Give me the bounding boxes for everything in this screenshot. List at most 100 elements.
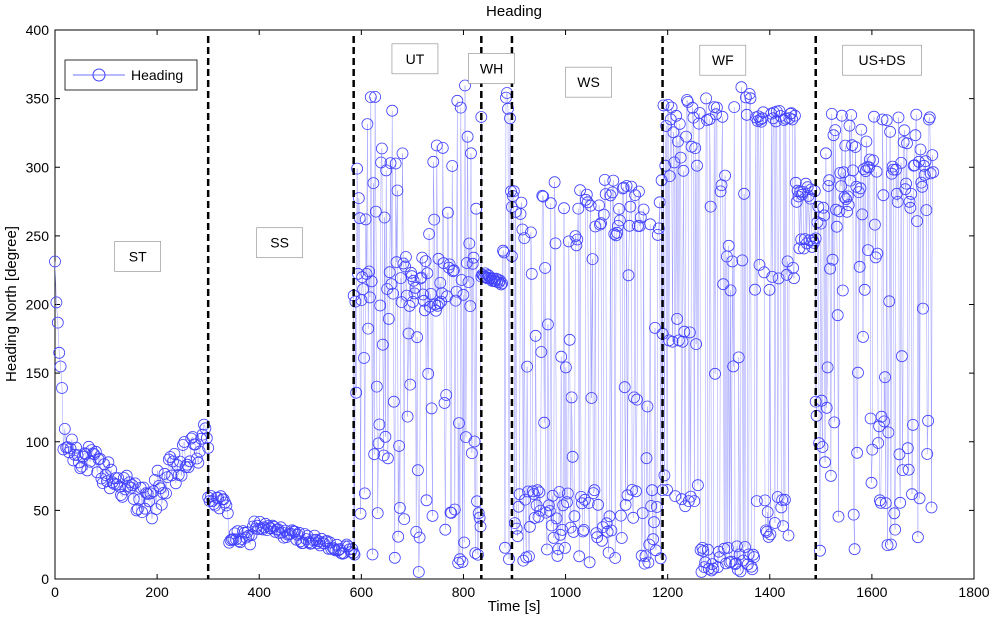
data-point	[385, 278, 398, 291]
data-point	[357, 283, 370, 296]
data-point	[557, 499, 569, 512]
data-point	[749, 283, 761, 296]
data-point	[692, 479, 704, 492]
data-point	[787, 261, 799, 274]
data-point	[918, 168, 931, 181]
data-point	[581, 196, 594, 209]
data-point	[514, 208, 527, 220]
data-point	[744, 92, 757, 105]
data-point	[168, 447, 181, 460]
data-point	[569, 230, 582, 243]
data-point	[181, 458, 194, 471]
data-point	[612, 219, 624, 232]
data-point	[393, 440, 406, 452]
data-point	[537, 190, 550, 203]
data-point	[369, 205, 382, 218]
data-point	[183, 455, 196, 468]
data-point	[854, 182, 867, 195]
data-point	[832, 510, 845, 523]
data-point	[155, 498, 168, 511]
data-point	[551, 550, 564, 562]
data-point	[858, 163, 870, 176]
data-point	[837, 166, 850, 179]
data-point	[417, 294, 430, 307]
data-point	[574, 184, 586, 197]
data-point	[508, 517, 521, 529]
data-point	[120, 469, 133, 482]
data-point	[911, 215, 923, 228]
data-point	[245, 529, 258, 542]
data-point	[902, 463, 915, 476]
data-point	[858, 283, 871, 296]
data-point	[651, 501, 663, 513]
data-point	[426, 510, 439, 522]
y-tick-label: 150	[26, 365, 50, 381]
data-point	[393, 501, 406, 514]
data-point	[905, 187, 918, 200]
data-point	[561, 496, 573, 509]
data-point	[619, 498, 632, 511]
data-point	[552, 543, 565, 555]
data-point	[589, 220, 602, 233]
data-point	[446, 160, 459, 172]
data-point	[563, 333, 576, 346]
data-point	[230, 533, 243, 546]
data-point	[710, 108, 722, 121]
data-point	[677, 164, 690, 177]
data-point	[202, 441, 215, 454]
data-point	[127, 493, 140, 505]
data-point	[702, 562, 715, 575]
data-point	[439, 523, 452, 536]
data-point	[376, 338, 389, 351]
data-point	[455, 274, 468, 286]
data-point	[629, 189, 641, 202]
data-point	[879, 371, 891, 384]
x-tick-label: 1200	[652, 584, 683, 600]
y-tick-label: 350	[26, 91, 50, 107]
data-point	[819, 456, 831, 469]
data-point	[450, 285, 463, 298]
data-point	[373, 418, 386, 431]
data-point	[828, 416, 841, 429]
data-point	[917, 302, 929, 315]
data-point	[910, 108, 923, 121]
y-tick-label: 0	[41, 571, 49, 587]
data-point	[599, 188, 612, 201]
data-point	[547, 532, 560, 544]
data-point	[428, 213, 441, 226]
data-point	[633, 185, 645, 198]
data-point	[783, 112, 796, 125]
data-point	[877, 189, 890, 202]
data-point	[495, 278, 508, 291]
data-point	[813, 437, 825, 450]
data-point	[369, 91, 382, 103]
data-point	[622, 269, 635, 282]
data-point	[693, 107, 706, 119]
data-point	[151, 464, 164, 477]
data-point	[727, 360, 740, 373]
data-point	[464, 300, 477, 313]
data-point	[549, 237, 562, 250]
y-tick-label: 250	[26, 228, 50, 244]
phase-label-box	[256, 227, 303, 259]
data-point	[564, 521, 577, 534]
data-point	[785, 107, 798, 119]
data-point	[923, 113, 935, 126]
axis-ticks: 0 200 400 600 800 1000 1200 1400 1600 1800 0 50 100 1…	[26, 22, 990, 600]
data-point	[507, 185, 520, 198]
data-point	[777, 520, 789, 532]
data-point	[853, 260, 866, 273]
data-point	[597, 521, 609, 533]
data-point	[921, 448, 934, 460]
data-point	[499, 541, 511, 554]
data-point	[561, 487, 574, 500]
series-line	[54, 85, 934, 573]
data-point	[575, 490, 587, 503]
data-point	[904, 201, 917, 214]
data-point	[714, 185, 727, 198]
data-point	[753, 258, 766, 271]
data-point	[706, 558, 719, 570]
data-point	[620, 180, 633, 192]
data-point	[635, 549, 648, 562]
data-point	[220, 499, 233, 512]
